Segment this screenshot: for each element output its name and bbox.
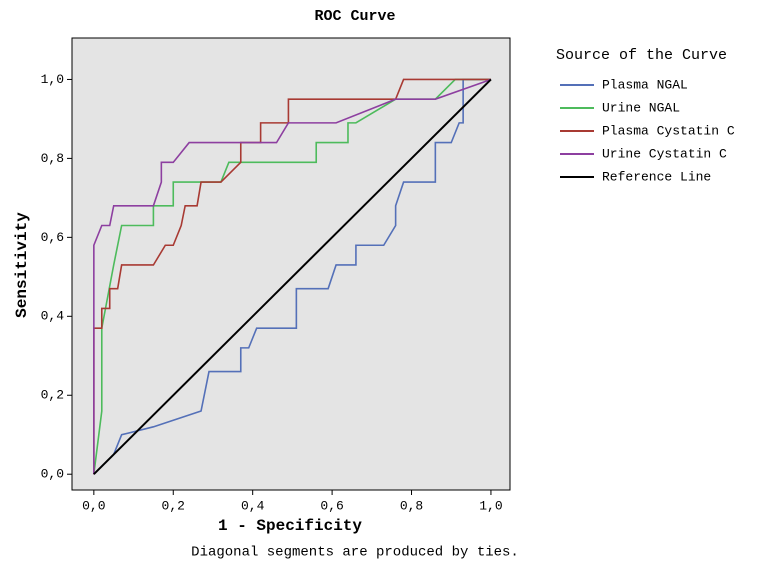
y-tick-label: 0,4 [41, 309, 65, 324]
y-tick-label: 0,6 [41, 230, 64, 245]
legend-label: Plasma Cystatin C [602, 123, 735, 138]
roc-curve [93, 78, 491, 475]
legend-label: Plasma NGAL [602, 77, 688, 92]
legend-label: Reference Line [602, 169, 711, 184]
x-tick-label: 0,2 [162, 498, 185, 513]
chart-title: ROC Curve [314, 8, 395, 25]
legend-label: Urine Cystatin C [602, 146, 727, 161]
roc-curve [93, 78, 491, 475]
y-tick-label: 0,0 [41, 467, 64, 482]
x-axis-title: 1 - Specificity [218, 517, 362, 535]
legend-label: Urine NGAL [602, 100, 680, 115]
x-tick-label: 0,4 [241, 498, 265, 513]
y-tick-label: 0,8 [41, 151, 64, 166]
x-tick-label: 1,0 [479, 498, 502, 513]
x-tick-label: 0,8 [400, 498, 423, 513]
y-tick-label: 0,2 [41, 388, 64, 403]
legend-title: Source of the Curve [556, 47, 727, 64]
y-tick-label: 1,0 [41, 72, 64, 87]
plot-area [71, 37, 511, 491]
y-axis-title: Sensitivity [13, 212, 31, 318]
footnote: Diagonal segments are produced by ties. [191, 545, 519, 561]
roc-curve [93, 78, 492, 475]
x-tick-label: 0,6 [320, 498, 343, 513]
x-tick-label: 0,0 [82, 498, 105, 513]
roc-curve [93, 78, 492, 475]
